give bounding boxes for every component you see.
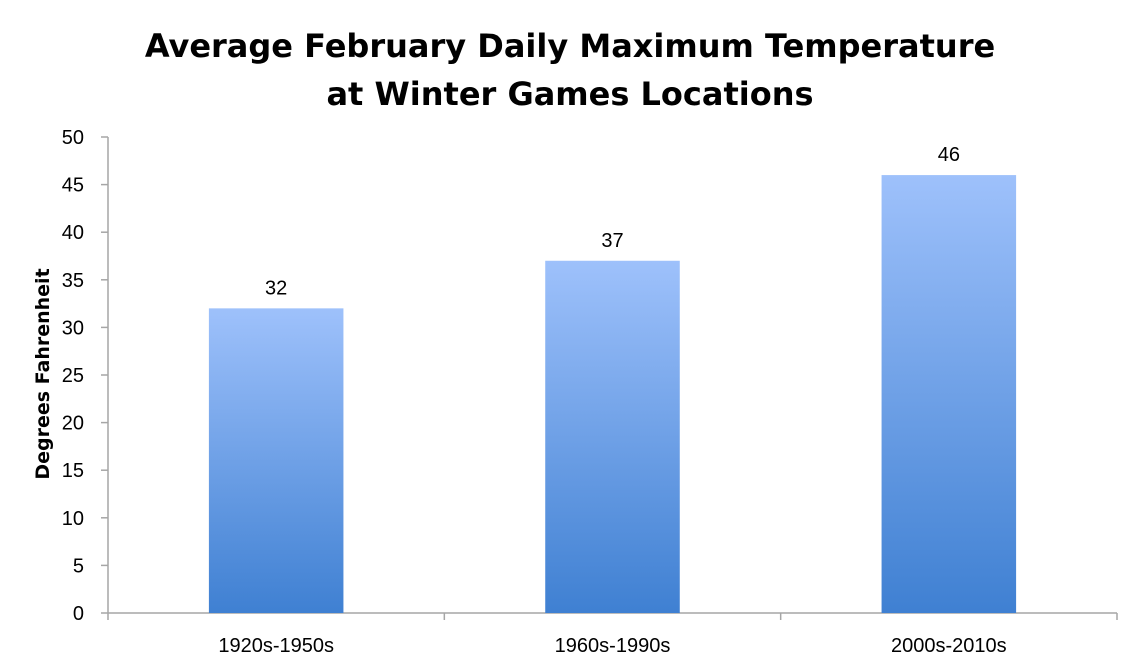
y-tick-label: 25 bbox=[62, 365, 84, 387]
y-tick-label: 30 bbox=[62, 317, 84, 339]
y-tick-label: 20 bbox=[62, 413, 84, 435]
chart-title-line-1: Average February Daily Maximum Temperatu… bbox=[144, 27, 996, 65]
y-axis: 0 5 10 15 20 25 30 35 40 45 50 bbox=[62, 127, 109, 625]
bars: 32 37 46 bbox=[208, 144, 1017, 613]
y-tick-label: 5 bbox=[73, 555, 84, 577]
bar bbox=[881, 175, 1017, 613]
y-tick-label: 45 bbox=[62, 175, 84, 197]
y-tick-label: 0 bbox=[73, 603, 84, 625]
chart-title: Average February Daily Maximum Temperatu… bbox=[0, 22, 1140, 118]
y-axis-label: Degrees Fahrenheit bbox=[32, 268, 54, 479]
x-category-label: 1960s-1990s bbox=[555, 635, 671, 657]
bar bbox=[208, 308, 344, 613]
y-tick-label: 10 bbox=[62, 508, 84, 530]
data-label: 32 bbox=[265, 277, 287, 299]
y-tick-label: 40 bbox=[62, 222, 84, 244]
chart-title-line-2: at Winter Games Locations bbox=[326, 75, 814, 113]
x-axis: 1920s-1950s 1960s-1990s 2000s-2010s bbox=[107, 612, 1118, 657]
y-tick-label: 35 bbox=[62, 270, 84, 292]
y-tick-label: 15 bbox=[62, 460, 84, 482]
y-tick-label: 50 bbox=[62, 127, 84, 149]
bar bbox=[545, 260, 680, 613]
x-category-label: 2000s-2010s bbox=[891, 635, 1007, 657]
x-category-label: 1920s-1950s bbox=[218, 635, 334, 657]
data-label: 37 bbox=[601, 230, 623, 252]
data-label: 46 bbox=[938, 144, 960, 166]
